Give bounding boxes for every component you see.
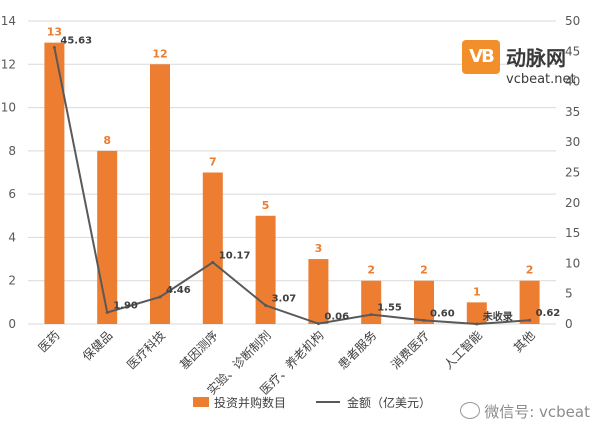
line-value-label: 4.46 xyxy=(166,285,191,296)
bar xyxy=(308,259,329,324)
right-tick-label: 20 xyxy=(565,196,580,210)
category-label: 消费医疗 xyxy=(388,328,432,372)
bar xyxy=(97,150,118,324)
right-tick-label: 30 xyxy=(565,135,580,149)
bar-value-label: 12 xyxy=(152,47,167,60)
line-point xyxy=(52,45,56,49)
line-value-label: 3.07 xyxy=(272,293,297,304)
amount-line xyxy=(53,47,530,326)
left-axis-ticks: 0 2 4 6 8 10 12 14 xyxy=(1,14,16,331)
line-point xyxy=(528,318,532,322)
line-point xyxy=(422,318,426,322)
left-tick-label: 4 xyxy=(8,230,16,244)
category-label: 保健品 xyxy=(80,328,115,363)
left-tick-label: 10 xyxy=(1,101,16,115)
bar-value-label: 3 xyxy=(315,242,323,255)
category-label: 基因测序 xyxy=(176,328,221,373)
bar xyxy=(255,215,276,324)
bar xyxy=(202,172,223,324)
line-value-label: 1.55 xyxy=(377,303,402,314)
watermark-text: 微信号: vcbeat xyxy=(484,403,590,421)
bar-value-label: 2 xyxy=(367,264,375,277)
right-tick-label: 45 xyxy=(565,44,580,58)
legend-bar-swatch xyxy=(193,397,209,407)
left-tick-label: 0 xyxy=(8,317,16,331)
right-tick-label: 10 xyxy=(565,256,580,270)
bar-value-label: 5 xyxy=(262,199,270,212)
bar xyxy=(414,280,434,324)
bar xyxy=(150,64,170,325)
bar xyxy=(466,302,487,324)
bar xyxy=(519,280,540,324)
legend-bar-label: 投资并购数目 xyxy=(214,395,286,410)
bar-value-label: 2 xyxy=(420,264,428,277)
line-value-label: 0.62 xyxy=(536,308,561,319)
line-point xyxy=(158,295,162,299)
logo-url: vcbeat.net xyxy=(506,72,576,87)
right-tick-label: 0 xyxy=(565,317,573,331)
bar xyxy=(44,42,65,325)
logo-mark: VB xyxy=(462,40,500,74)
logo-name: 动脉网 xyxy=(506,46,566,70)
line-series: 45.63 1.90 4.46 10.17 3.07 0.06 1.55 0.60 未收录 0.6… xyxy=(52,35,561,326)
right-tick-label: 25 xyxy=(565,166,580,180)
left-tick-label: 6 xyxy=(8,187,16,201)
bar-value-label: 8 xyxy=(103,134,111,147)
line-value-label: 0.60 xyxy=(430,308,455,319)
bar-value-label: 2 xyxy=(526,264,534,277)
right-tick-label: 50 xyxy=(565,14,580,28)
left-tick-label: 12 xyxy=(1,57,16,71)
line-point xyxy=(316,322,320,326)
right-axis-ticks: 0 5 10 15 20 25 30 35 40 45 50 xyxy=(565,14,580,331)
right-tick-label: 5 xyxy=(565,287,573,301)
line-point xyxy=(105,310,109,314)
line-value-label: 45.63 xyxy=(60,35,92,46)
line-value-label: 0.06 xyxy=(324,312,349,323)
bar-value-label: 7 xyxy=(209,156,217,169)
line-value-label: 10.17 xyxy=(219,250,251,261)
category-label: 医药 xyxy=(36,328,63,355)
wechat-watermark: 微信号: vcbeat xyxy=(460,401,590,422)
left-tick-label: 2 xyxy=(8,274,16,288)
line-value-label: 1.90 xyxy=(113,300,138,311)
line-value-label: 未收录 xyxy=(482,310,513,323)
left-tick-label: 8 xyxy=(8,144,16,158)
right-tick-label: 40 xyxy=(565,75,580,89)
category-labels: 医药 保健品 医疗科技 基因测序实验、诊断制剂医疗、养老机构 患者服务 消费医疗 人工智能其… xyxy=(36,328,538,398)
line-point xyxy=(264,303,268,307)
category-label: 其他 xyxy=(511,328,538,355)
legend-line-label: 金额（亿美元） xyxy=(347,395,431,410)
right-tick-label: 15 xyxy=(565,226,580,240)
bar xyxy=(361,280,382,324)
vcbeat-logo: VB 动脉网 vcbeat.net xyxy=(462,36,582,92)
category-label: 医疗科技 xyxy=(124,328,168,372)
line-point xyxy=(211,260,215,264)
line-point xyxy=(369,313,373,317)
bar-value-label: 13 xyxy=(47,26,62,39)
bar-value-label: 1 xyxy=(473,285,481,298)
left-tick-label: 14 xyxy=(1,14,16,28)
category-label: 患者服务 xyxy=(335,328,380,373)
wechat-icon xyxy=(460,402,481,419)
category-label: 人工智能 xyxy=(440,328,485,373)
line-point xyxy=(475,322,479,326)
legend: 投资并购数目 金额（亿美元） xyxy=(193,395,431,410)
right-tick-label: 35 xyxy=(565,105,580,119)
